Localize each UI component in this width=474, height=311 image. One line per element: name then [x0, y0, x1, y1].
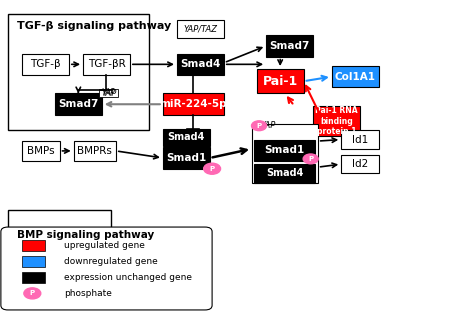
- Text: YAP/TAZ: YAP/TAZ: [183, 25, 218, 34]
- Text: Smad7: Smad7: [269, 41, 310, 51]
- Circle shape: [24, 288, 41, 299]
- Text: Pai-1: Pai-1: [263, 75, 298, 88]
- Text: BMP signaling pathway: BMP signaling pathway: [18, 230, 155, 240]
- Text: TGF-βR: TGF-βR: [88, 59, 125, 69]
- FancyBboxPatch shape: [73, 141, 116, 161]
- Text: upregulated gene: upregulated gene: [64, 241, 145, 250]
- Text: Smad4: Smad4: [168, 132, 205, 142]
- Text: Pai-1 RNA
binding
protein 1: Pai-1 RNA binding protein 1: [315, 106, 358, 136]
- Text: Smad7: Smad7: [58, 99, 99, 109]
- FancyBboxPatch shape: [341, 130, 379, 149]
- FancyBboxPatch shape: [177, 53, 224, 75]
- FancyBboxPatch shape: [332, 66, 379, 87]
- FancyBboxPatch shape: [22, 240, 45, 251]
- Circle shape: [204, 163, 220, 174]
- Text: P: P: [30, 290, 35, 296]
- Text: Id1: Id1: [352, 135, 368, 145]
- Text: BMPRs: BMPRs: [77, 146, 112, 156]
- Circle shape: [303, 154, 318, 164]
- FancyBboxPatch shape: [1, 227, 212, 310]
- Circle shape: [252, 121, 266, 131]
- FancyBboxPatch shape: [255, 164, 315, 183]
- Text: YAP: YAP: [261, 121, 276, 130]
- FancyBboxPatch shape: [163, 129, 210, 146]
- Text: TGF-β signaling pathway: TGF-β signaling pathway: [18, 21, 172, 31]
- FancyBboxPatch shape: [22, 53, 69, 75]
- Text: P: P: [210, 166, 215, 172]
- Text: YAP: YAP: [101, 89, 117, 98]
- Text: P: P: [256, 123, 262, 129]
- Text: Id2: Id2: [352, 159, 368, 169]
- FancyBboxPatch shape: [266, 35, 313, 57]
- FancyBboxPatch shape: [55, 94, 102, 115]
- FancyBboxPatch shape: [341, 155, 379, 173]
- FancyBboxPatch shape: [100, 89, 118, 97]
- Text: Col1A1: Col1A1: [335, 72, 376, 81]
- FancyBboxPatch shape: [22, 256, 45, 267]
- Text: BMPs: BMPs: [27, 146, 55, 156]
- Text: Smad4: Smad4: [266, 168, 303, 178]
- Text: Smad4: Smad4: [180, 59, 220, 69]
- FancyBboxPatch shape: [22, 272, 45, 283]
- Text: Smad1: Smad1: [265, 145, 305, 155]
- FancyBboxPatch shape: [163, 94, 224, 115]
- FancyBboxPatch shape: [22, 141, 60, 161]
- FancyBboxPatch shape: [257, 69, 304, 94]
- Text: TGF-β: TGF-β: [30, 59, 61, 69]
- Text: miR-224-5p: miR-224-5p: [160, 99, 227, 109]
- FancyBboxPatch shape: [313, 106, 360, 137]
- FancyBboxPatch shape: [252, 124, 318, 183]
- Text: expression unchanged gene: expression unchanged gene: [64, 273, 192, 282]
- Text: YAP: YAP: [102, 88, 116, 97]
- FancyBboxPatch shape: [163, 147, 210, 169]
- Text: P: P: [308, 156, 313, 162]
- Text: phosphate: phosphate: [64, 289, 112, 298]
- FancyBboxPatch shape: [177, 20, 224, 38]
- Text: Smad1: Smad1: [166, 153, 206, 163]
- Text: downregulated gene: downregulated gene: [64, 257, 158, 266]
- FancyBboxPatch shape: [255, 140, 315, 161]
- FancyBboxPatch shape: [83, 53, 130, 75]
